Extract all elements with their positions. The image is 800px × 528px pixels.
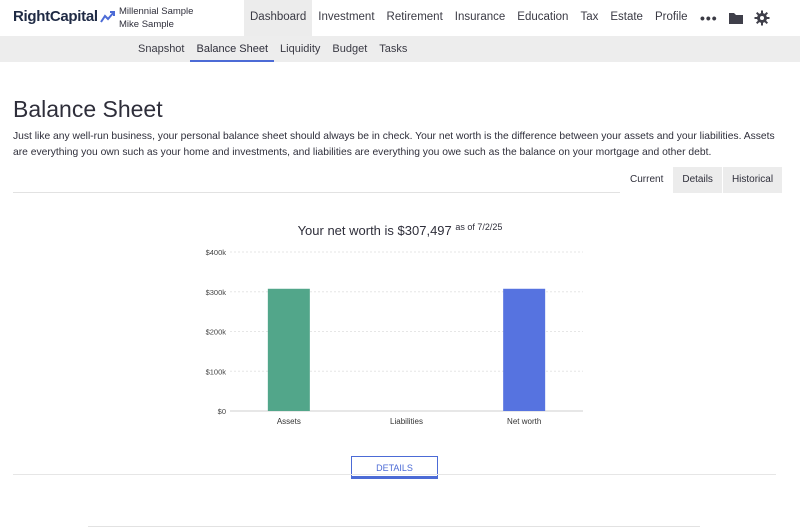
logo-arrow-icon xyxy=(99,10,115,23)
nav-education[interactable]: Education xyxy=(517,11,569,23)
subnav-liquidity[interactable]: Liquidity xyxy=(280,43,321,55)
x-tick-label: Assets xyxy=(277,417,301,426)
nav-insurance[interactable]: Insurance xyxy=(454,11,506,23)
nav-icons: ••• xyxy=(700,0,770,36)
subnav-snapshot[interactable]: Snapshot xyxy=(138,43,185,55)
main-nav: Dashboard Investment Retirement Insuranc… xyxy=(244,0,694,36)
x-tick-label: Liabilities xyxy=(390,417,423,426)
subnav-budget[interactable]: Budget xyxy=(332,43,368,55)
net-worth-value: $307,497 xyxy=(397,223,452,238)
net-worth-summary: Your net worth is $307,497 as of 7/2/25 xyxy=(0,222,800,238)
nav-tax[interactable]: Tax xyxy=(580,11,599,23)
nav-estate[interactable]: Estate xyxy=(610,11,643,23)
section-divider xyxy=(13,474,776,475)
footer-divider xyxy=(88,526,700,527)
user-name: Mike Sample xyxy=(119,19,174,30)
tab-current[interactable]: Current xyxy=(620,167,673,193)
bar-assets xyxy=(267,288,310,411)
view-tabs: Current Details Historical xyxy=(620,167,783,193)
nav-retirement[interactable]: Retirement xyxy=(386,11,443,23)
more-icon[interactable]: ••• xyxy=(700,10,718,26)
page-intro: Just like any well-run business, your pe… xyxy=(13,131,775,158)
top-navigation-bar: RightCapital Millennial Sample Mike Samp… xyxy=(0,0,800,36)
page-title: Balance Sheet xyxy=(13,96,163,122)
sub-navigation: Snapshot Balance Sheet Liquidity Budget … xyxy=(0,36,800,62)
tabs-divider xyxy=(13,192,620,193)
y-tick-label: $0 xyxy=(218,407,226,416)
details-button[interactable]: DETAILS xyxy=(351,456,438,479)
gear-icon[interactable] xyxy=(754,10,770,26)
balance-sheet-chart: $0 $100k $200k $300k $400k Assets Liabilities N… xyxy=(206,248,583,426)
net-worth-as-of: as of 7/2/25 xyxy=(455,222,503,232)
client-info[interactable]: Millennial Sample Mike Sample xyxy=(119,5,193,31)
x-tick-label: Net worth xyxy=(507,417,541,426)
household-name: Millennial Sample xyxy=(119,6,194,17)
y-tick-label: $200k xyxy=(206,328,227,337)
nav-profile[interactable]: Profile xyxy=(654,11,688,23)
net-worth-prefix: Your net worth is xyxy=(297,223,398,238)
subnav-balance-sheet[interactable]: Balance Sheet xyxy=(190,36,274,62)
tab-historical[interactable]: Historical xyxy=(721,167,783,193)
rightcapital-logo[interactable]: RightCapital xyxy=(13,8,116,25)
nav-dashboard[interactable]: Dashboard xyxy=(244,0,313,36)
y-tick-label: $300k xyxy=(206,288,227,297)
bar-net-worth xyxy=(503,288,546,411)
y-tick-label: $100k xyxy=(206,367,227,376)
nav-investment[interactable]: Investment xyxy=(318,11,375,23)
subnav-tasks[interactable]: Tasks xyxy=(379,43,408,55)
y-tick-label: $400k xyxy=(206,248,227,257)
logo-text: RightCapital xyxy=(13,8,98,25)
folder-icon[interactable] xyxy=(728,11,744,25)
tab-details[interactable]: Details xyxy=(672,167,722,193)
